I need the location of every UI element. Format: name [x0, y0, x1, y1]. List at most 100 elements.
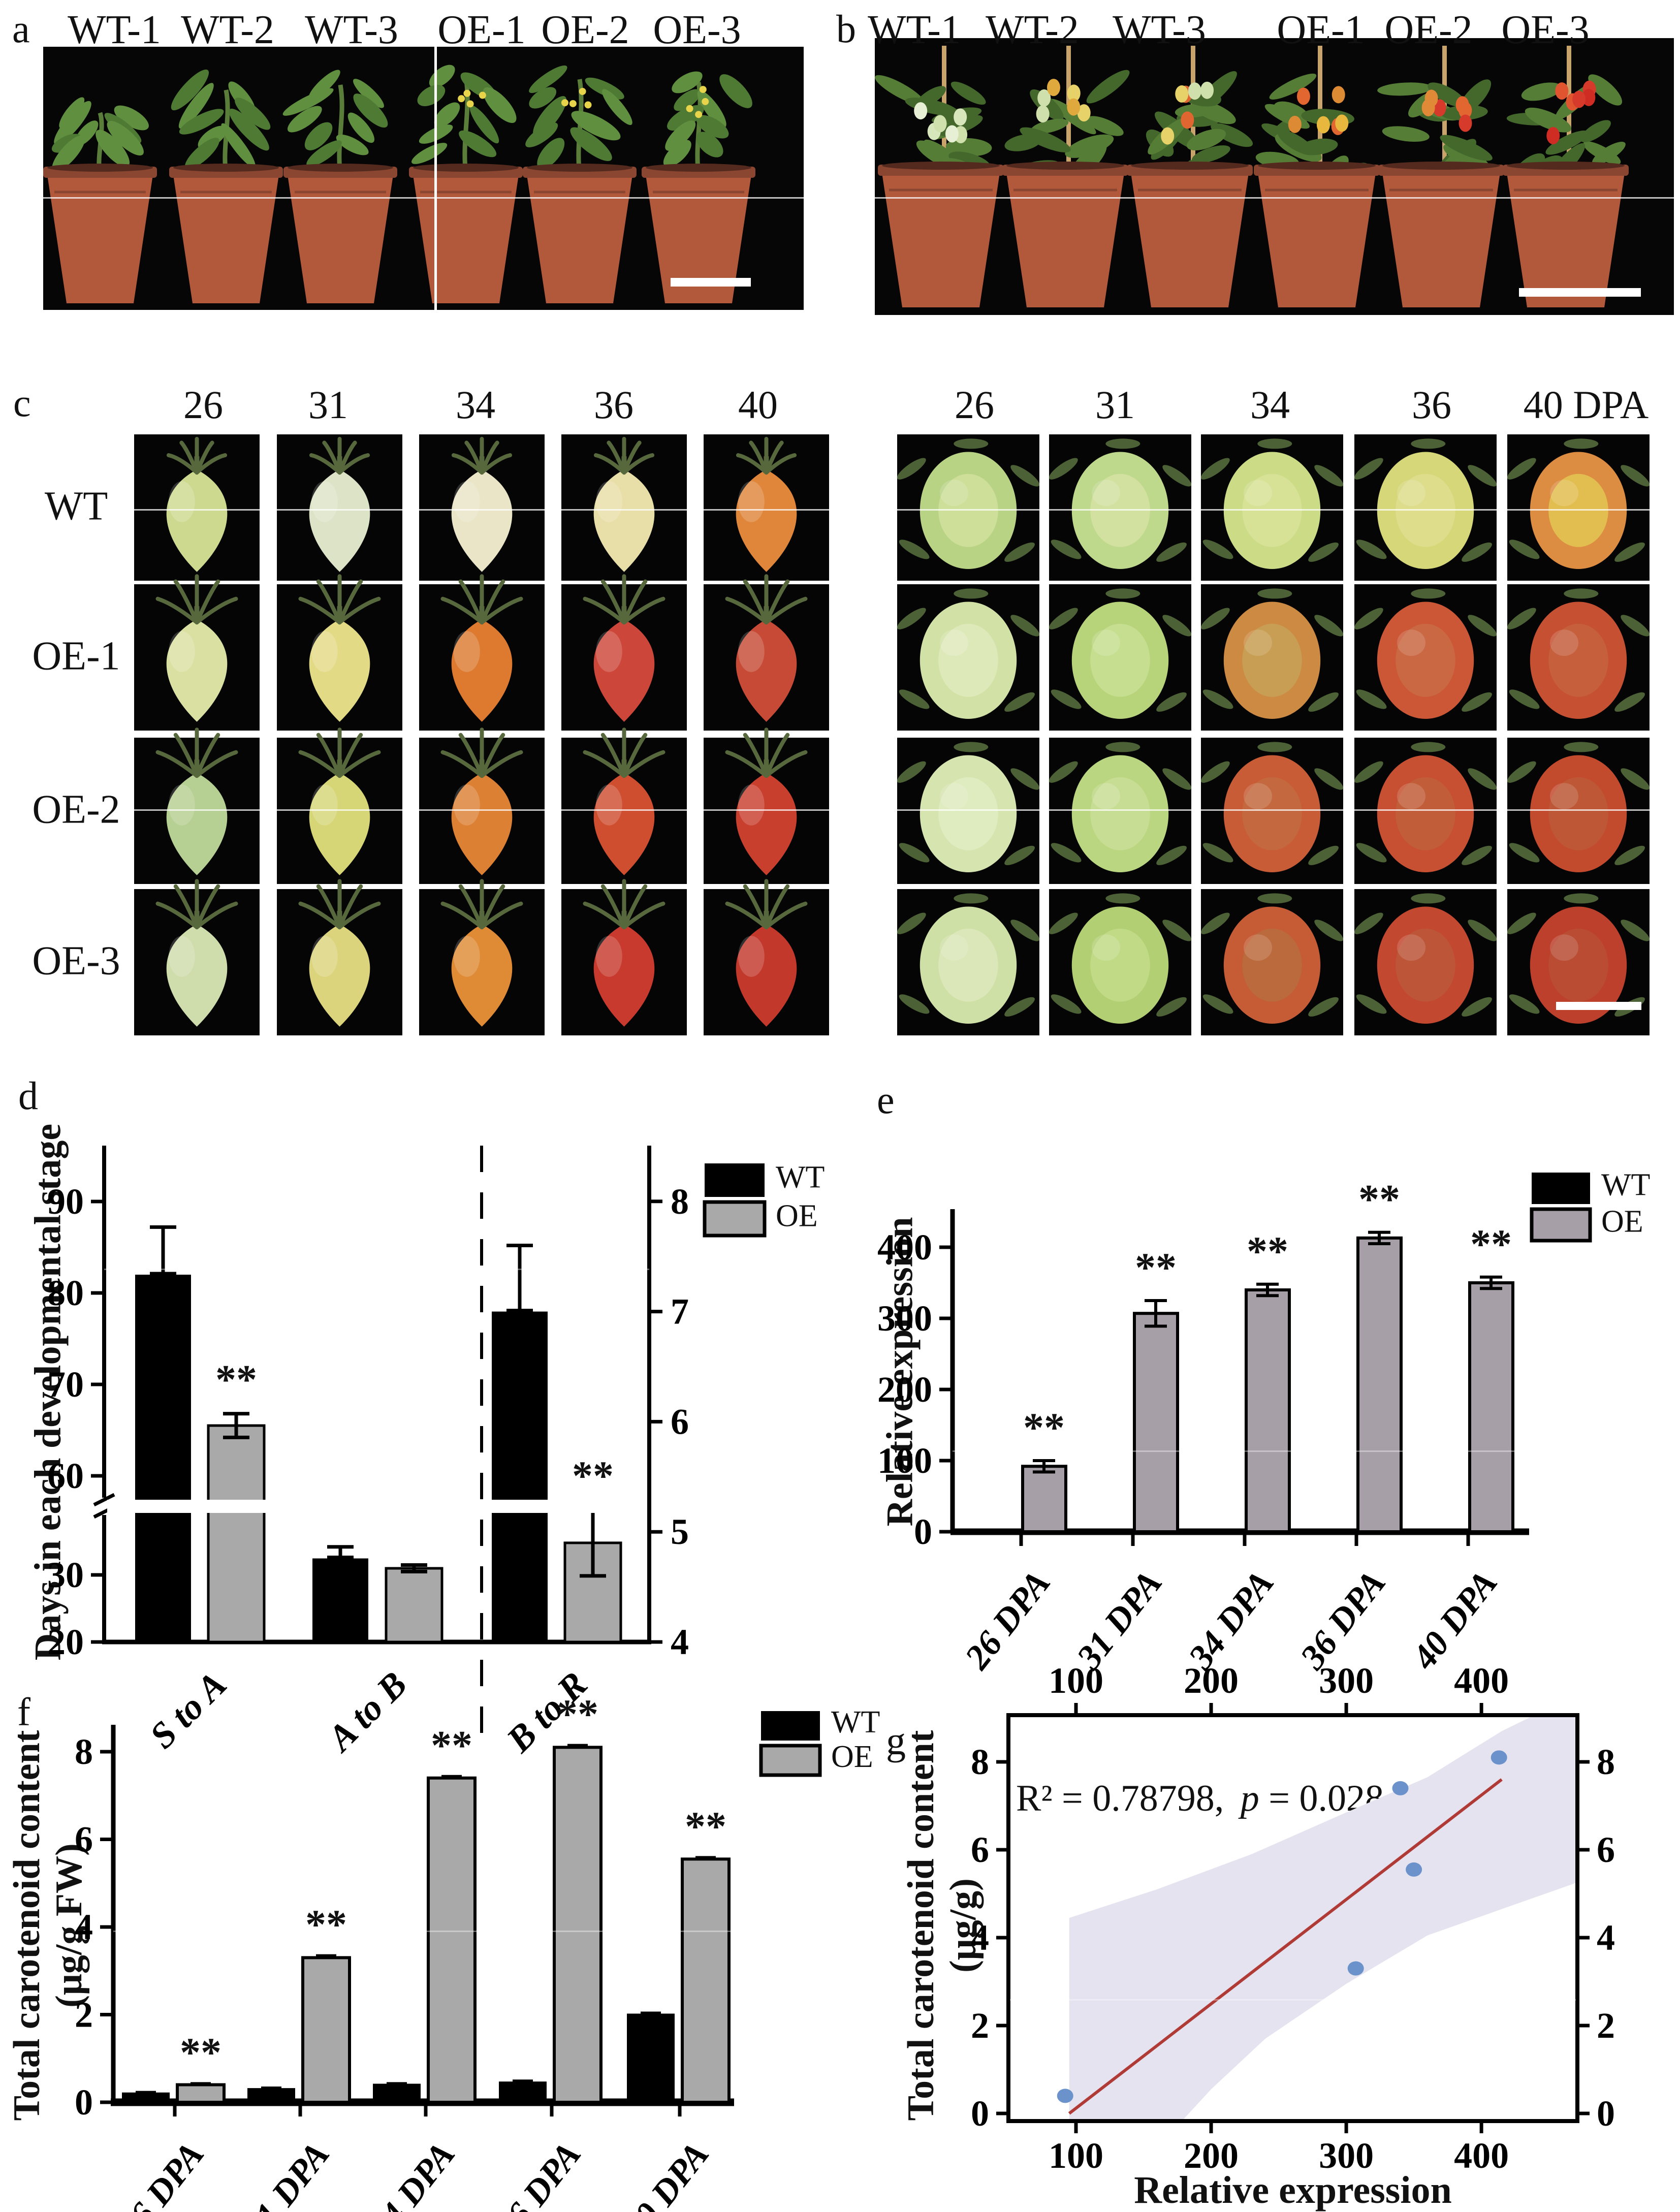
- fruit-stem: [194, 760, 200, 773]
- cut-fruit-center: [938, 623, 998, 697]
- sepal: [337, 596, 381, 625]
- cut-fruit-center: [938, 928, 998, 1002]
- plant-leaf: [1004, 134, 1041, 151]
- sepal-tip: [1356, 843, 1387, 863]
- fruit-highlight: [1092, 480, 1120, 507]
- fruit-stem: [194, 456, 200, 470]
- bar-oe: [176, 2083, 226, 2104]
- sepal: [440, 901, 484, 930]
- y-tick-label-right: 6: [1597, 1829, 1615, 1870]
- fruit-highlight: [1092, 629, 1120, 656]
- plant-leaf: [1382, 126, 1430, 142]
- sepal-tip: [1509, 843, 1540, 863]
- bar-wt: [135, 1275, 191, 1642]
- sepal: [764, 453, 797, 475]
- panel-c-letter: c: [13, 381, 31, 425]
- pot-soil: [882, 162, 1000, 170]
- plant-leaf: [483, 87, 517, 123]
- sepal: [725, 750, 769, 778]
- significance-stars: **: [305, 1901, 347, 1947]
- x-tick-label-top: 100: [1049, 1660, 1103, 1701]
- bar-wt: [492, 1311, 548, 1642]
- fruit: [1546, 127, 1560, 145]
- y-tick-label-right: 2: [1597, 2005, 1615, 2046]
- bar-oe: [1021, 1465, 1067, 1533]
- scale-bar: [671, 278, 751, 287]
- sepal-tip: [1411, 438, 1446, 449]
- x-tick-label-bottom: 100: [1049, 2135, 1103, 2176]
- sepal-tip: [1049, 912, 1078, 934]
- plant-leaf: [347, 112, 374, 143]
- plant-label: WT-2: [181, 8, 274, 52]
- plant-leaf: [304, 122, 333, 150]
- plant-leaf: [1545, 130, 1589, 155]
- fruit: [1555, 82, 1569, 100]
- dpa-column-header: 26: [183, 383, 223, 427]
- genotype-row-label: WT: [44, 484, 108, 529]
- genotype-row-label: OE-2: [32, 787, 120, 832]
- panel-b-letter: b: [836, 7, 856, 51]
- plant-leaf: [353, 93, 388, 128]
- fruit-highlight: [1550, 783, 1578, 810]
- sepal-tip: [899, 540, 930, 559]
- fruit-stem: [194, 606, 200, 620]
- panel-a-letter: a: [12, 7, 30, 51]
- dpa-column-header: 34: [456, 383, 495, 427]
- plant-label: OE-3: [1501, 8, 1590, 52]
- sepal-tip: [899, 689, 930, 709]
- fruit: [1296, 87, 1310, 105]
- panel-c-fruit-grid: [134, 434, 1650, 1035]
- bar-wt: [247, 2088, 295, 2103]
- sepal: [337, 901, 381, 930]
- sepal-tip: [1411, 893, 1446, 904]
- sepal-tip: [1462, 692, 1492, 712]
- x-tick-label-bottom: 300: [1319, 2135, 1374, 2176]
- fruit-highlight: [940, 783, 968, 810]
- fruit-highlight: [1397, 629, 1425, 656]
- sepal-tip: [1010, 465, 1040, 487]
- fruit: [1335, 114, 1349, 132]
- bar-wt: [312, 1558, 368, 1642]
- chart-f: 0 2 4 6 8 ** 26 DPA ** 31 DPA ** 34 DPA ** 36 DPA ** 4…: [75, 1691, 880, 2212]
- pot-soil: [413, 164, 519, 172]
- fruit: [1455, 96, 1469, 114]
- significance-stars: **: [1470, 1221, 1512, 1267]
- sepal-tip: [1621, 615, 1650, 637]
- scatter-point: [1406, 1862, 1422, 1877]
- plant-label: WT-2: [986, 8, 1079, 52]
- bar-break-slit: [107, 1500, 646, 1513]
- y-tick-label: 2: [75, 1995, 93, 2035]
- bar-oe: [1468, 1281, 1514, 1533]
- pot-body: [413, 175, 519, 303]
- sepal-tip: [1411, 742, 1446, 752]
- sepal: [440, 750, 484, 778]
- whole-fruit: [166, 469, 228, 572]
- sepal-tip: [1156, 542, 1187, 562]
- sepal-tip: [1051, 689, 1082, 709]
- fruit-highlight: [1244, 783, 1272, 810]
- plant-leaf: [533, 96, 567, 137]
- scatter-point: [1347, 1961, 1364, 1976]
- plant-leaf: [107, 120, 144, 156]
- sepal-tip: [1257, 438, 1292, 449]
- fruit-highlight: [1550, 480, 1578, 507]
- sepal-tip: [1314, 465, 1344, 487]
- fruit-stem: [621, 606, 627, 620]
- fruit-highlight: [453, 936, 480, 977]
- plant-leaf: [529, 87, 557, 109]
- fruit-stem: [479, 606, 485, 620]
- whole-fruit: [451, 924, 513, 1027]
- sepal: [298, 901, 342, 930]
- plant-leaf: [287, 106, 322, 133]
- fruit-highlight: [738, 481, 765, 522]
- sepal: [764, 596, 808, 625]
- regression-annotation: R² = 0.78798, p = 0.028: [1016, 1777, 1384, 1820]
- sepal-tip: [1621, 465, 1650, 487]
- y-tick-label-right: 8: [1597, 1742, 1615, 1782]
- axis-break-slash: [93, 1493, 115, 1507]
- y-tick-label: 5: [671, 1511, 689, 1552]
- sepal-tip: [899, 843, 930, 863]
- fruit-highlight: [1244, 629, 1272, 656]
- sepal: [764, 901, 808, 930]
- sepal: [480, 453, 513, 475]
